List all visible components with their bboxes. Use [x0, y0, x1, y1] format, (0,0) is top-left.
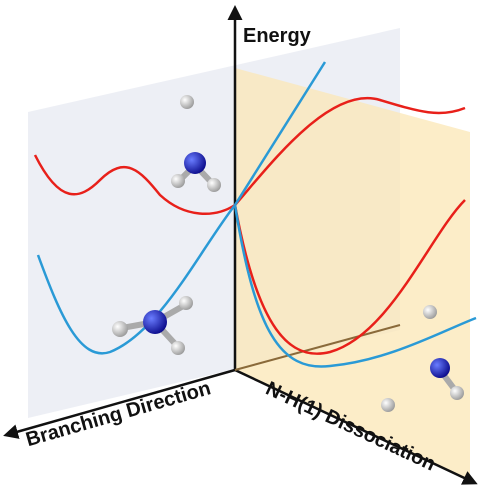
dissociation-plane	[235, 68, 470, 480]
curves	[33, 61, 477, 368]
red-dissociation-curve	[233, 199, 466, 355]
blue-dissociation-curve	[233, 204, 477, 368]
dissociation-axis	[234, 368, 478, 485]
back-edge	[234, 324, 401, 371]
red-branch-curve	[33, 154, 236, 215]
molecules	[112, 95, 464, 412]
red-upper-curve	[234, 96, 466, 206]
branching-axis	[3, 368, 236, 439]
energy-label: Energy	[243, 25, 312, 47]
blue-branch-curve	[36, 61, 327, 355]
